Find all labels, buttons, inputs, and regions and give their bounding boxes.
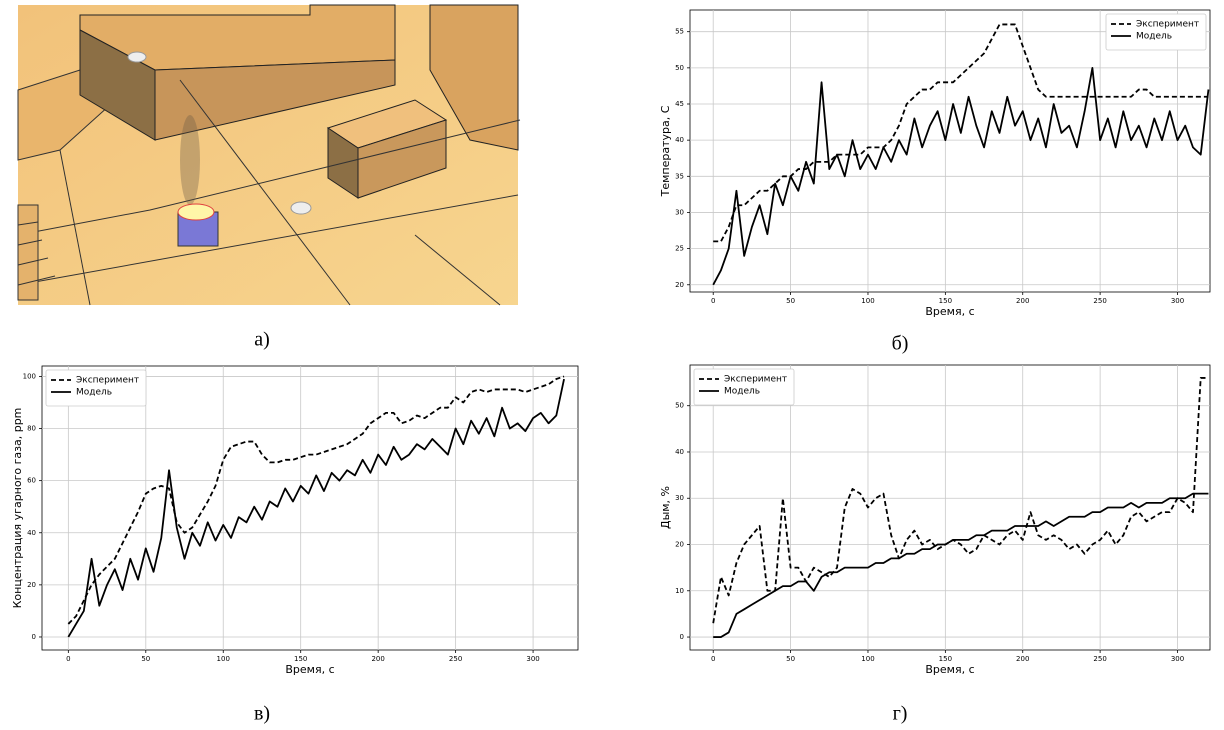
y-tick-label: 50 xyxy=(675,64,684,72)
x-tick-label: 200 xyxy=(371,655,384,663)
x-axis-label: Время, с xyxy=(925,305,974,318)
x-tick-label: 100 xyxy=(861,655,874,663)
panel-label: б) xyxy=(892,333,909,355)
x-tick-label: 250 xyxy=(1093,655,1106,663)
y-tick-label: 60 xyxy=(27,477,36,485)
x-tick-label: 250 xyxy=(449,655,462,663)
x-tick-label: 300 xyxy=(1171,297,1184,305)
x-tick-label: 300 xyxy=(1171,655,1184,663)
smoke xyxy=(180,115,200,205)
legend-label: Эксперимент xyxy=(1136,20,1199,30)
y-tick-label: 40 xyxy=(27,529,36,537)
legend: Эксперимент Модель xyxy=(46,370,146,406)
x-axis-label: Время, с xyxy=(285,663,334,676)
x-tick-label: 150 xyxy=(294,655,307,663)
page: а) 0501001502002503002025303540455055Экс… xyxy=(0,0,1224,730)
y-axis-label: Температура, С xyxy=(659,105,672,197)
y-tick-label: 10 xyxy=(675,587,684,595)
stair-block xyxy=(18,205,38,300)
y-tick-label: 40 xyxy=(675,448,684,456)
y-tick-label: 35 xyxy=(675,172,684,180)
sensor xyxy=(291,202,311,214)
x-tick-label: 50 xyxy=(786,297,795,305)
y-tick-label: 30 xyxy=(675,208,684,216)
flame xyxy=(178,204,214,220)
plot-area xyxy=(690,365,1210,650)
x-tick-label: 100 xyxy=(861,297,874,305)
y-axis-label: Концентрация угарного газа, ppm xyxy=(11,408,24,609)
legend-label: Модель xyxy=(76,388,112,398)
y-tick-label: 100 xyxy=(23,372,36,380)
legend-label: Модель xyxy=(1136,32,1172,42)
y-tick-label: 80 xyxy=(27,425,36,433)
render-image xyxy=(18,5,520,305)
x-tick-label: 0 xyxy=(711,297,715,305)
plot-area xyxy=(42,366,578,650)
x-tick-label: 150 xyxy=(939,297,952,305)
x-axis-label: Время, с xyxy=(925,663,974,676)
x-tick-label: 0 xyxy=(66,655,70,663)
panel-label: г) xyxy=(893,703,908,725)
y-axis-label: Дым, % xyxy=(659,486,672,529)
y-tick-label: 45 xyxy=(675,100,684,108)
y-tick-label: 30 xyxy=(675,494,684,502)
x-tick-label: 250 xyxy=(1093,297,1106,305)
x-tick-label: 300 xyxy=(526,655,539,663)
legend: Эксперимент Модель xyxy=(1106,14,1206,50)
y-tick-label: 50 xyxy=(675,402,684,410)
legend-label: Модель xyxy=(724,387,760,397)
legend: Эксперимент Модель xyxy=(694,369,794,405)
y-tick-label: 20 xyxy=(675,541,684,549)
sensor xyxy=(128,52,146,62)
x-tick-label: 200 xyxy=(1016,297,1029,305)
panel-label: а) xyxy=(254,329,270,351)
figure: а) 0501001502002503002025303540455055Экс… xyxy=(0,0,1224,730)
x-tick-label: 150 xyxy=(939,655,952,663)
x-tick-label: 100 xyxy=(217,655,230,663)
y-tick-label: 40 xyxy=(675,136,684,144)
legend-label: Эксперимент xyxy=(76,376,139,386)
x-tick-label: 0 xyxy=(711,655,715,663)
y-tick-label: 20 xyxy=(675,281,684,289)
y-tick-label: 0 xyxy=(680,633,684,641)
y-tick-label: 20 xyxy=(27,581,36,589)
x-tick-label: 50 xyxy=(786,655,795,663)
plot-area xyxy=(690,10,1210,292)
x-tick-label: 200 xyxy=(1016,655,1029,663)
y-tick-label: 25 xyxy=(675,245,684,253)
legend-label: Эксперимент xyxy=(724,375,787,385)
panel-label: в) xyxy=(254,703,270,725)
x-tick-label: 50 xyxy=(141,655,150,663)
y-tick-label: 55 xyxy=(675,28,684,36)
y-tick-label: 0 xyxy=(32,633,36,641)
